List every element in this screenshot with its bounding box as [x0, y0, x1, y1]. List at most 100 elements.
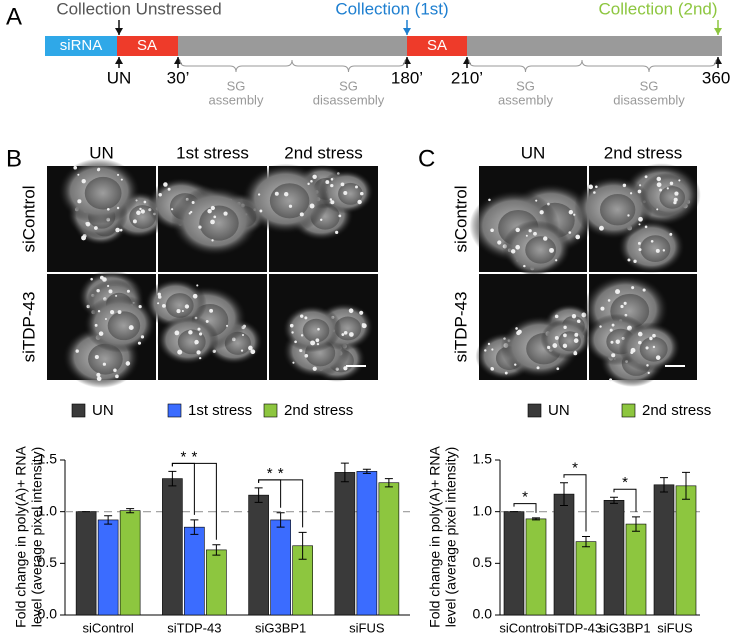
legend-swatch [621, 403, 636, 418]
granule [94, 323, 98, 327]
sirna-segment [45, 36, 117, 56]
phase-label: disassembly [613, 92, 685, 107]
granule [573, 338, 579, 343]
granule [85, 221, 91, 227]
significance-bracket [563, 474, 587, 532]
granule [487, 342, 491, 346]
granule [678, 179, 681, 182]
y-tick-label: 1.0 [38, 502, 58, 518]
granule [616, 341, 619, 344]
nucleus [599, 193, 636, 226]
granule [629, 192, 633, 195]
granule [248, 345, 253, 351]
y-axis-label: level (average pixel intensity) [29, 447, 45, 628]
granule [338, 214, 342, 218]
error-bar [632, 516, 640, 532]
granule [132, 219, 137, 224]
legend-label: 2nd stress [284, 402, 353, 419]
legend-label: 2nd stress [642, 402, 711, 419]
granule [128, 325, 134, 331]
column-label: 2nd stress [604, 143, 682, 162]
error-bar [384, 478, 393, 488]
x-tick-label: siTDP-43 [167, 620, 221, 635]
y-tick-label: 0.5 [38, 554, 58, 570]
error-bar [682, 471, 690, 500]
panel-label: A [6, 3, 22, 30]
granule [75, 349, 79, 353]
nucleus [302, 318, 330, 343]
granule [158, 192, 162, 197]
granule [650, 239, 654, 243]
x-tick-label: siFUS [657, 620, 693, 635]
granule [623, 301, 627, 305]
granule [113, 368, 117, 372]
micrograph [269, 274, 378, 382]
granule [659, 188, 663, 192]
granule [192, 293, 198, 299]
y-axis-label: Fold change in poly(A)+ RNA [13, 445, 29, 627]
granule [190, 210, 193, 214]
granule [607, 299, 611, 302]
granule [574, 350, 577, 353]
granule [211, 239, 214, 242]
bar [206, 549, 227, 616]
error-bar [168, 470, 177, 487]
granule [610, 340, 614, 344]
granule [107, 284, 110, 288]
significance-label: * [522, 489, 528, 506]
granule [115, 374, 119, 379]
granule [649, 336, 653, 341]
granule [139, 207, 142, 211]
granule [188, 330, 193, 335]
nucleus [640, 235, 671, 263]
granule [325, 180, 330, 185]
granule [484, 349, 487, 352]
granule [312, 174, 317, 180]
granule [116, 173, 120, 176]
legend-label: UN [92, 402, 114, 419]
arrow-head [115, 28, 123, 35]
legend-swatch [263, 403, 278, 418]
error-bar [126, 508, 135, 514]
granule [184, 304, 190, 309]
granule [488, 198, 491, 202]
y-tick-label: 0.0 [473, 606, 493, 622]
granule [157, 302, 160, 305]
nucleus [659, 186, 686, 209]
granule [348, 332, 354, 337]
error-bar [532, 517, 540, 521]
granule [646, 364, 649, 367]
phase-label: SG [516, 78, 535, 93]
column-label: UN [521, 143, 546, 162]
granule [77, 199, 82, 204]
granule [563, 325, 567, 330]
granule [638, 216, 643, 222]
collection-label: Collection Unstressed [56, 0, 221, 18]
granule [96, 376, 102, 382]
phase-label: assembly [209, 92, 264, 107]
y-tick-label: 0.5 [473, 554, 493, 570]
granule [300, 334, 304, 337]
granule [549, 247, 554, 253]
nucleus [199, 205, 239, 241]
bar [575, 541, 597, 616]
granule [117, 310, 122, 315]
granule [523, 264, 526, 268]
bar [248, 494, 269, 616]
granule [669, 232, 673, 236]
time-label: UN [107, 68, 132, 87]
time-label: 210’ [451, 68, 483, 87]
granule [196, 284, 199, 287]
granule [250, 349, 256, 355]
granule [126, 289, 130, 293]
arrow-head [115, 57, 123, 64]
granule [157, 295, 162, 299]
bar [162, 478, 183, 616]
granule [652, 333, 656, 338]
granule [330, 200, 335, 205]
granule [600, 306, 605, 311]
granule [539, 210, 544, 215]
granule [98, 331, 104, 336]
granule [620, 304, 624, 309]
granule [599, 225, 604, 231]
